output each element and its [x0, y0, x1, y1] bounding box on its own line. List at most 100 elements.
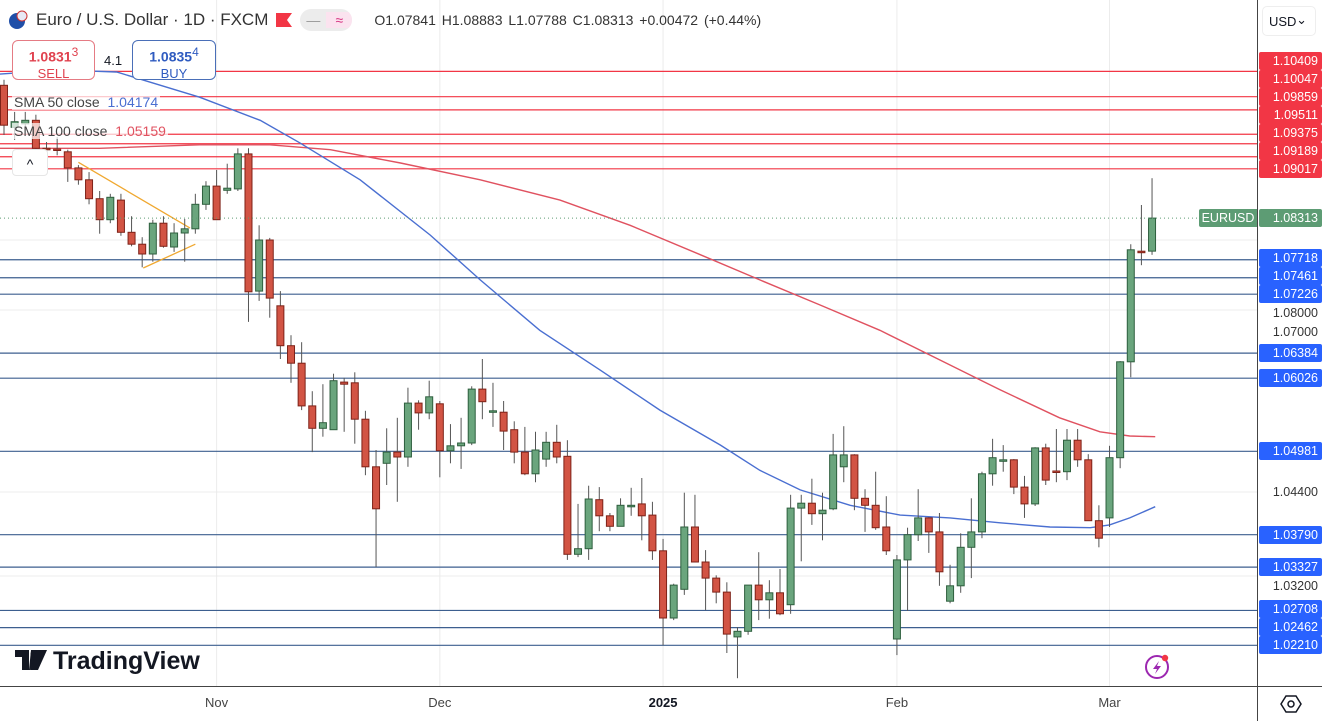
- resistance-level-label: 1.09511: [1259, 105, 1322, 124]
- sma100-value: 1.05159: [115, 123, 166, 139]
- buy-button[interactable]: 1.08354 BUY: [132, 40, 216, 81]
- settings-icon: [1279, 695, 1302, 713]
- candle-down: [1020, 486, 1029, 505]
- candle-up: [170, 232, 179, 248]
- candle-down: [127, 231, 136, 245]
- candle-up: [531, 449, 540, 475]
- line-mode-icon[interactable]: —: [306, 12, 321, 28]
- candle-down: [1041, 447, 1050, 481]
- candle-down: [435, 403, 444, 452]
- candle-down: [871, 504, 880, 529]
- resistance-level-label: 1.09375: [1259, 123, 1322, 142]
- candle-down: [701, 561, 710, 579]
- collapse-legend-button[interactable]: ^: [12, 149, 48, 176]
- low-value: L1.07788: [508, 12, 567, 28]
- candle-up: [446, 445, 455, 452]
- support-level-label: 1.03790: [1259, 525, 1322, 544]
- candle-up: [892, 559, 901, 640]
- candle-up: [1063, 439, 1071, 473]
- candle-down: [138, 243, 147, 255]
- sell-button[interactable]: 1.08313 SELL: [12, 40, 95, 81]
- sma50-label: SMA 50 close: [14, 94, 100, 110]
- time-tick-label: Nov: [205, 695, 229, 710]
- lightning-alert-icon[interactable]: [1145, 654, 1169, 679]
- candle-up: [1126, 249, 1135, 363]
- currency-label: USD: [1269, 14, 1297, 29]
- candle-up: [542, 441, 551, 460]
- candle-up: [223, 187, 232, 191]
- resistance-level-label: 1.09859: [1259, 87, 1322, 106]
- candle-up: [584, 498, 593, 550]
- candle-down: [935, 531, 944, 573]
- candle-down: [754, 584, 763, 601]
- candle-down: [297, 362, 306, 407]
- candle-up: [956, 546, 965, 587]
- candle-up: [829, 454, 838, 510]
- candle-up: [616, 504, 625, 527]
- triangle-lower-line: [142, 243, 196, 269]
- candle-down: [1094, 520, 1103, 539]
- grid-lines: [0, 0, 1257, 686]
- resistance-level-label: 1.09017: [1259, 159, 1322, 178]
- support-level-label: 1.07718: [1259, 249, 1322, 268]
- candle-up: [318, 422, 327, 429]
- candle-up: [1148, 217, 1157, 252]
- candle-down: [372, 466, 381, 510]
- ohlc-values: O1.07841 H1.08883 L1.07788 C1.08313 +0.0…: [374, 12, 761, 28]
- candle-up: [457, 442, 466, 447]
- candle-down: [116, 199, 125, 233]
- candle-up: [733, 630, 742, 638]
- candle-up: [669, 584, 678, 619]
- candle-down: [690, 526, 699, 563]
- candle-down: [276, 305, 285, 347]
- settings-button[interactable]: [1257, 686, 1322, 721]
- triangle-pattern: [78, 161, 196, 269]
- candle-up: [191, 203, 200, 230]
- resistance-level-label: 1.09189: [1259, 141, 1322, 160]
- sma100-legend[interactable]: SMA 100 close 1.05159: [12, 123, 168, 139]
- time-axis[interactable]: Nov Dec 2025 Feb Mar: [0, 686, 1257, 721]
- candle-down: [53, 148, 62, 151]
- sma50-value: 1.04174: [107, 94, 159, 110]
- time-tick-label: Mar: [1098, 695, 1121, 710]
- candle-down: [212, 185, 221, 221]
- currency-select[interactable]: USD ⌄: [1262, 6, 1316, 36]
- price-chart[interactable]: TradingView: [0, 0, 1257, 686]
- chevron-down-icon: ⌄: [1296, 12, 1307, 27]
- spread-value: 4.1: [104, 53, 123, 68]
- price-tick-label: 1.08000: [1272, 306, 1318, 321]
- candle-up: [744, 584, 753, 632]
- candle-up: [977, 473, 986, 533]
- candle-down: [1009, 459, 1018, 488]
- symbol-title[interactable]: Euro / U.S. Dollar · 1D · FXCM: [36, 10, 269, 29]
- candle-up: [329, 380, 338, 431]
- candle-up: [786, 507, 795, 606]
- candle-up: [1116, 361, 1125, 459]
- candle-down: [0, 84, 8, 126]
- candle-up: [1105, 457, 1114, 519]
- price-axis[interactable]: 1.10409 1.10047 1.09859 1.09511 1.09375 1.091…: [1257, 0, 1322, 686]
- candle-down: [712, 577, 721, 593]
- candle-down: [807, 502, 816, 515]
- sma50-legend[interactable]: SMA 50 close 1.04174: [12, 94, 161, 110]
- high-value: H1.08883: [441, 12, 503, 28]
- time-tick-label: Dec: [428, 695, 452, 710]
- candle-up: [680, 526, 689, 590]
- support-level-label: 1.03327: [1259, 558, 1322, 577]
- chart-mode-toggle[interactable]: — ≈: [300, 9, 353, 31]
- flag-icon[interactable]: [276, 13, 293, 27]
- candle-up: [106, 196, 115, 221]
- sma50-line: [0, 69, 1156, 529]
- candle-down: [775, 592, 784, 615]
- support-level-label: 1.06384: [1259, 344, 1322, 363]
- candle-down: [1073, 439, 1082, 461]
- candle-up: [818, 509, 827, 515]
- candle-down: [393, 451, 402, 458]
- candle-up: [488, 410, 497, 413]
- candles: [0, 79, 1157, 679]
- candle-up: [467, 388, 476, 444]
- candle-up: [403, 402, 412, 458]
- wave-mode-icon[interactable]: ≈: [326, 12, 353, 28]
- candle-up: [839, 454, 848, 468]
- price-tick-label: 1.03200: [1272, 579, 1318, 594]
